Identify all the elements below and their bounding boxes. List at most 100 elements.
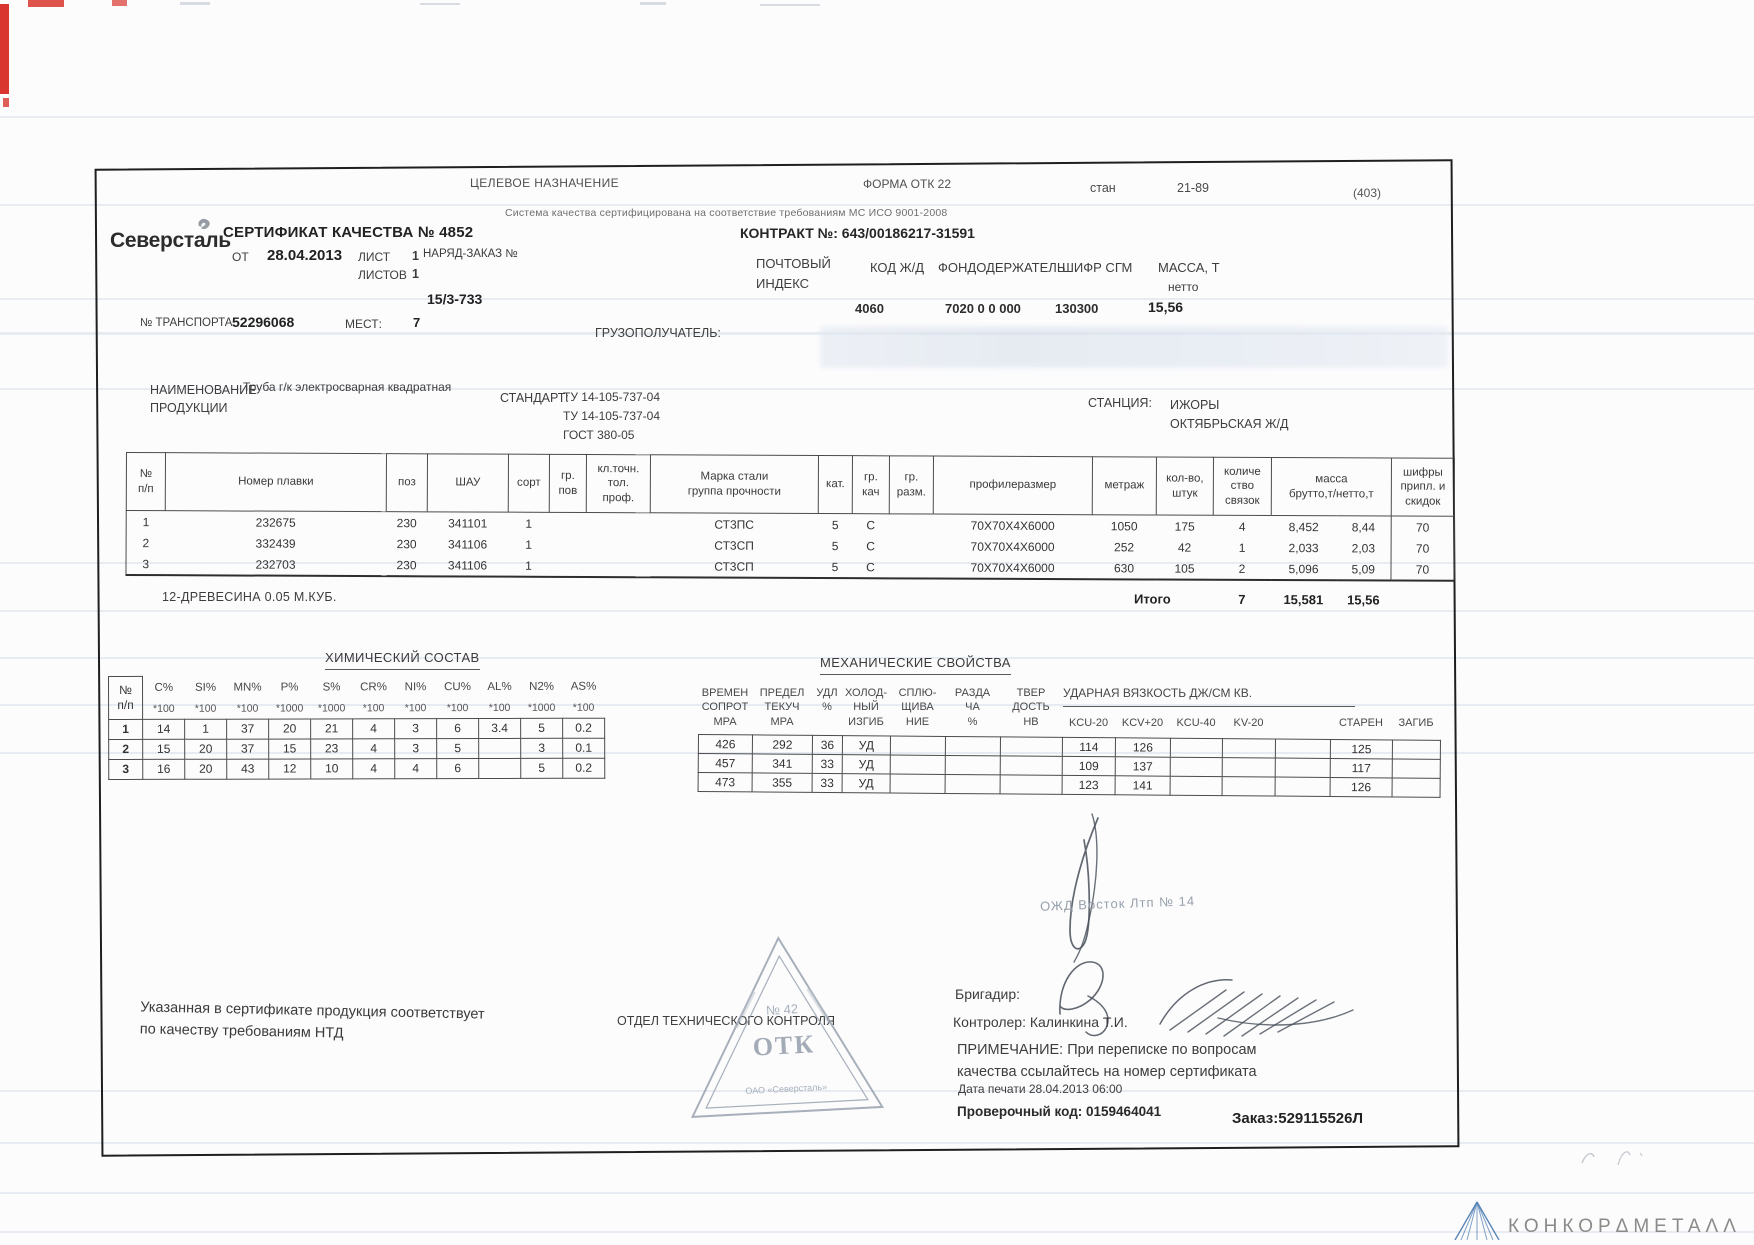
- cell: 5: [436, 738, 479, 759]
- cell: 37: [226, 738, 269, 759]
- col-header: гр. кач: [852, 455, 890, 514]
- cell: [1275, 777, 1331, 797]
- impact-title: УДАРНАЯ ВЯЗКОСТЬ ДЖ/СМ КВ.: [1063, 686, 1355, 707]
- cell: 5: [520, 757, 563, 778]
- chem-row: 3 16 20 43 12 10 4 4 6 5 0.2: [108, 757, 605, 779]
- chem-multiplier: *100: [153, 702, 175, 715]
- cell: 15: [142, 738, 185, 759]
- cell: [478, 757, 521, 779]
- impact-col-header: KV-20: [1233, 717, 1264, 729]
- scan-artifact-line: [0, 298, 1754, 300]
- otk-department-label: ОТДЕЛ ТЕХНИЧЕСКОГО КОНТРОЛЯ: [617, 1014, 835, 1028]
- cell: 3: [394, 718, 437, 739]
- mass-net-label: нетто: [1168, 280, 1199, 294]
- cell: 10: [310, 758, 353, 779]
- cell: 42: [1177, 540, 1192, 555]
- impact-col-headers: KCU-20 KCV+20 KCU-40 KV-20 СТАРЕН ЗАГИБ: [1062, 717, 1440, 729]
- cell: [1392, 777, 1441, 798]
- cell: 126: [1115, 737, 1171, 758]
- svg-text:ОАО «Северсталь»: ОАО «Северсталь»: [745, 1082, 827, 1096]
- sheet-code: (403): [1353, 186, 1382, 200]
- cell: 20: [184, 758, 227, 779]
- sheet-value: 1: [412, 249, 419, 263]
- chem-element: NI%: [404, 680, 427, 693]
- col-header: гр. пов: [549, 454, 587, 513]
- from-label: ОТ: [232, 250, 249, 264]
- col-header: масса брутто,т/нетто,т: [1271, 457, 1392, 517]
- spacer: [1391, 581, 1454, 608]
- cell: 355: [752, 772, 813, 793]
- cell: 2,03: [1351, 540, 1376, 555]
- totals-gross: 15,581: [1283, 592, 1324, 608]
- col-header: шифры припл. и скидок: [1391, 458, 1455, 517]
- chem-row: 2 15 20 37 15 23 4 3 5 3 0.1: [108, 737, 605, 759]
- mech-col-header: РАЗДА ЧА %: [954, 687, 991, 728]
- konkord-logo-icon: [1452, 1200, 1502, 1245]
- sheet-label: ЛИСТ: [358, 250, 391, 264]
- cell: [1000, 736, 1063, 757]
- chem-element: SI%: [194, 681, 217, 694]
- sheets-value: 1: [412, 267, 419, 281]
- cell: 1: [184, 718, 227, 739]
- col-header: кл.точн. тол. проф.: [586, 454, 651, 513]
- col-header: Марка стали группа прочности: [650, 454, 819, 514]
- cell: 70Х70Х4Х6000: [970, 539, 1055, 554]
- note-line: ПРИМЕЧАНИЕ: При переписке по вопросам ка…: [957, 1042, 1257, 1080]
- cell: 8,452: [1288, 519, 1319, 534]
- cell: 1: [1238, 540, 1246, 555]
- cell: 473: [698, 772, 753, 792]
- cell: 3: [108, 758, 143, 779]
- cell: 6: [436, 718, 479, 739]
- scan-artifact-dash: [180, 2, 210, 5]
- cell: 16: [142, 758, 185, 779]
- print-date: Дата печати 28.04.2013 06:00: [958, 1082, 1123, 1096]
- cell: [1222, 757, 1276, 778]
- scan-artifact-line: [0, 388, 1754, 390]
- cell: 33: [812, 773, 843, 793]
- chem-multiplier: *100: [404, 701, 427, 714]
- cell: 426: [698, 734, 753, 754]
- cell: 21: [310, 718, 353, 739]
- cell: 5: [520, 717, 563, 738]
- cell: [945, 774, 1001, 794]
- cell: 630: [1091, 557, 1157, 580]
- mech-col-header: УДЛ %: [816, 687, 838, 714]
- transport-value: 52296068: [232, 314, 295, 330]
- postal-index-label: ПОЧТОВЫЙ ИНДЕКС: [756, 256, 831, 291]
- cell: С: [866, 538, 875, 553]
- cell: [585, 555, 651, 578]
- cell: 175: [1174, 519, 1195, 534]
- cell: 230: [396, 536, 417, 551]
- cell: 4: [352, 758, 395, 779]
- cell: 5: [831, 538, 839, 553]
- cell: [889, 535, 933, 556]
- totals-net: 15,56: [1347, 592, 1380, 608]
- chem-multiplier: *100: [572, 701, 595, 714]
- cell: [890, 755, 946, 775]
- chem-table: № п/п C% SI% MN% P% S% CR% NI% CU% AL% N…: [108, 675, 605, 780]
- chem-multiplier: *100: [362, 701, 385, 714]
- rail-code-label: КОД Ж/Д: [870, 260, 925, 275]
- brand-logo-text: Северсталь: [110, 229, 231, 252]
- scan-artifact-red-speck: [3, 98, 9, 107]
- standard-value: ТУ 14-105-737-04 ТУ 14-105-737-04 ГОСТ 3…: [563, 390, 661, 443]
- cell: СТ3СП: [714, 538, 754, 553]
- cell: 4: [352, 718, 395, 739]
- cell: С: [851, 556, 890, 579]
- cell: 114: [1062, 737, 1116, 757]
- places-label: МЕСТ:: [345, 317, 382, 331]
- cell: [586, 534, 650, 555]
- work-order-label: НАРЯД-ЗАКАЗ №: [423, 248, 518, 260]
- zagib-col-header: ЗАГИБ: [1398, 717, 1434, 729]
- col-header: метраж: [1092, 456, 1157, 515]
- chem-multiplier: *100: [236, 702, 259, 715]
- cell: [549, 534, 586, 555]
- cell: 109: [1062, 756, 1116, 776]
- cell: [1275, 758, 1331, 778]
- cell: [549, 512, 586, 534]
- scan-artifact-line: [0, 562, 1754, 564]
- cell: 20: [184, 738, 227, 759]
- cell: 70Х70Х4Х6000: [932, 556, 1093, 580]
- chem-table-wrap: № п/п C% SI% MN% P% S% CR% NI% CU% AL% N…: [108, 676, 605, 780]
- rail-code-value: 4060: [855, 301, 884, 316]
